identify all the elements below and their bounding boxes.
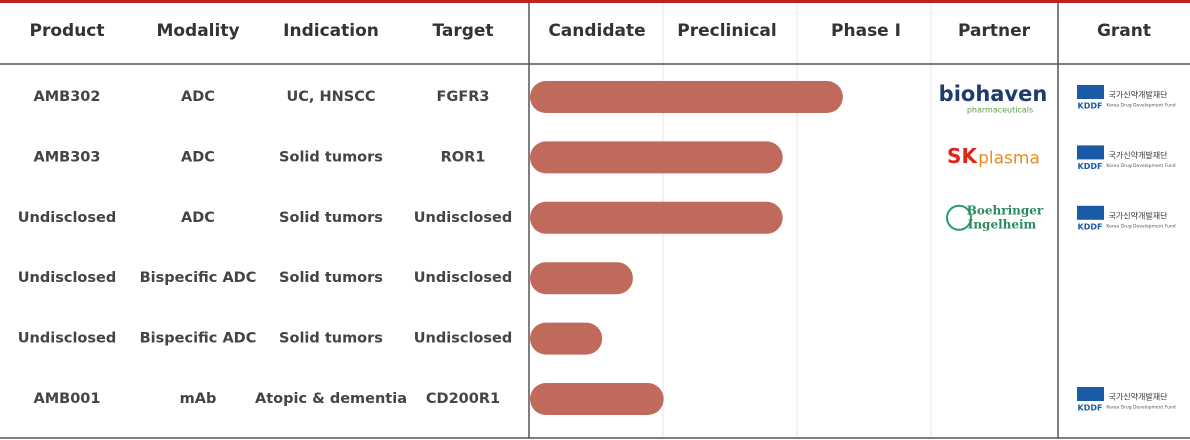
grant-emblem [1077, 387, 1104, 401]
target-cell: Undisclosed [414, 331, 512, 347]
progress-bar [530, 141, 783, 174]
grant-emblem [1077, 145, 1104, 160]
indication-cell: Solid tumors [279, 210, 383, 226]
grant-abbr: KDDF [1078, 404, 1103, 413]
partner-logo-sub: pharmaceuticals [967, 106, 1033, 115]
column-header: Candidate [548, 21, 645, 41]
indication-cell: Atopic & dementia [255, 391, 407, 407]
top-border [0, 0, 1190, 3]
indication-cell: Solid tumors [279, 149, 383, 165]
partner-logo-sub: Ingelheim [968, 217, 1037, 231]
progress-bar [530, 322, 603, 355]
partner-emblem [946, 204, 972, 231]
product-cell: AMB302 [34, 89, 101, 105]
modality-cell: mAb [180, 391, 217, 407]
column-header: Product [30, 21, 105, 41]
target-cell: ROR1 [441, 149, 486, 165]
grant-name-en: Korea Drug Development Fund [1106, 163, 1175, 169]
grant-name-ko: 국가신약개발재단 [1109, 90, 1169, 100]
modality-cell: ADC [181, 210, 215, 226]
grant-name-en: Korea Drug Development Fund [1106, 223, 1175, 229]
grant-emblem [1077, 85, 1104, 99]
progress-bar [530, 383, 664, 415]
column-header: Indication [283, 21, 379, 41]
indication-cell: Solid tumors [279, 331, 383, 347]
modality-cell: Bispecific ADC [140, 270, 257, 286]
partner-logo-sub: plasma [978, 148, 1040, 168]
target-cell: Undisclosed [414, 210, 512, 226]
progress-bar [530, 201, 783, 234]
grant-name-ko: 국가신약개발재단 [1109, 210, 1169, 220]
grant-emblem [1077, 205, 1104, 220]
grant-abbr: KDDF [1078, 222, 1103, 231]
partner-logo: Boehringer [967, 203, 1044, 217]
partner-logo: SK [947, 144, 978, 168]
column-header: Preclinical [677, 21, 776, 41]
grant-abbr: KDDF [1078, 102, 1103, 111]
product-cell: AMB001 [34, 391, 101, 407]
modality-cell: Bispecific ADC [140, 331, 257, 347]
modality-cell: ADC [181, 149, 215, 165]
grant-abbr: KDDF [1078, 162, 1103, 171]
grant-name-ko: 국가신약개발재단 [1109, 392, 1169, 402]
progress-bar [530, 262, 633, 295]
progress-bar [530, 81, 843, 113]
partner-logo: biohaven [939, 82, 1048, 106]
column-header: Modality [156, 21, 239, 41]
grant-name-en: Korea Drug Development Fund [1106, 103, 1175, 109]
product-cell: Undisclosed [18, 331, 116, 347]
column-header: Target [432, 21, 493, 41]
product-cell: Undisclosed [18, 270, 116, 286]
modality-cell: ADC [181, 89, 215, 105]
target-cell: Undisclosed [414, 270, 512, 286]
column-header: Partner [958, 21, 1031, 41]
target-cell: CD200R1 [426, 391, 500, 407]
column-header: Grant [1097, 21, 1151, 41]
indication-cell: Solid tumors [279, 270, 383, 286]
column-header: Phase I [831, 21, 901, 41]
grant-name-en: Korea Drug Development Fund [1106, 405, 1175, 411]
product-cell: Undisclosed [18, 210, 116, 226]
grant-name-ko: 국가신약개발재단 [1109, 150, 1169, 160]
indication-cell: UC, HNSCC [287, 89, 376, 105]
target-cell: FGFR3 [437, 89, 490, 105]
product-cell: AMB303 [34, 149, 101, 165]
